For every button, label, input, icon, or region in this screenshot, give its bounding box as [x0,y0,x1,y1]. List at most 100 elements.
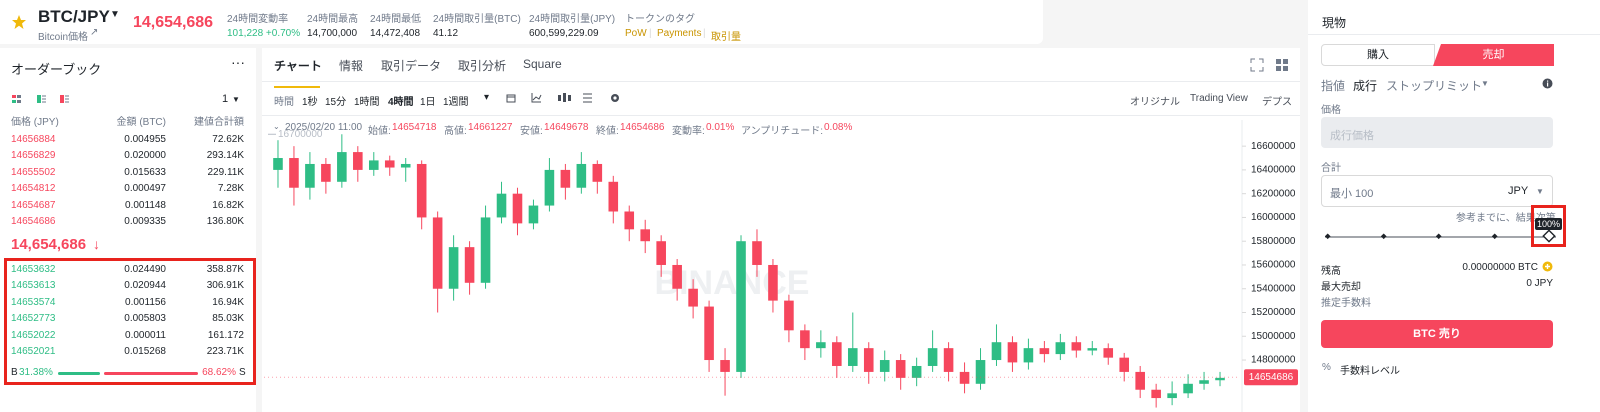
interval[interactable]: 1週間 [443,97,469,108]
candle-body [480,217,491,283]
tag[interactable]: PoW [625,28,647,39]
order-type[interactable]: 成行 [1353,79,1378,93]
interval-more[interactable]: ▾ [484,92,490,103]
precision-select[interactable]: 1 [222,93,229,105]
chart-view[interactable]: デプス [1262,97,1292,108]
amount: 0.015268 [124,346,166,357]
chart-tab[interactable]: 取引データ [381,59,442,73]
stat-label: 24時間取引量(JPY) [529,14,616,25]
candle-body [448,247,459,289]
candle-body [544,169,555,206]
balance-label: 残高 [1321,266,1341,277]
interval[interactable]: 1秒 [302,97,318,108]
candle-body [1151,389,1161,399]
precision-caret[interactable]: ▼ [232,95,240,104]
candle-body [416,163,427,218]
currency-caret[interactable]: ▼ [1536,187,1544,196]
pair[interactable]: BTC/JPY [38,7,110,26]
interval[interactable]: 1日 [420,97,436,108]
chart-tab[interactable]: チャート [274,59,322,73]
price[interactable]: 14654812 [11,183,56,195]
candle-body [560,169,571,188]
chart-tab[interactable]: 取引分析 [458,59,507,73]
currency-select[interactable]: JPY [1508,185,1529,197]
chart-view[interactable]: オリジナル [1130,97,1180,108]
sell-tab[interactable]: 売却 [1482,49,1505,61]
candle-body [816,342,826,349]
orderbook: オーダーブック ··· 1 ▼ 価格 (JPY) 金額 (BTC) 建値合計額 … [0,48,256,412]
candle-body [337,152,347,182]
order-type-caret[interactable]: ▼ [1481,79,1489,88]
candle-body [592,163,603,182]
slider[interactable] [1321,228,1561,246]
total-input[interactable] [1321,175,1553,207]
candle-body [847,348,858,366]
candle-body [991,342,1002,361]
candle-body [432,217,443,289]
amount: 0.015633 [124,166,166,178]
candle-body [720,360,730,372]
tag[interactable]: Payments [657,28,702,39]
favorite-star[interactable] [11,14,27,30]
total: 293.14K [206,150,244,162]
last-price-label: 14654686 [1249,372,1294,383]
info-icon[interactable] [1542,78,1553,89]
chart-view[interactable]: Trading View [1190,93,1248,104]
chart-tab[interactable]: 情報 [339,59,364,73]
candle-body [959,371,970,384]
tab-underline [274,86,320,88]
fee-level-link[interactable]: 手数料レベル [1340,366,1400,377]
chart-tab[interactable]: Square [523,57,562,71]
deposit-icon[interactable] [1542,261,1553,272]
interval[interactable]: 15分 [325,97,347,108]
tag[interactable]: 取引量 [711,32,741,43]
candle-body [353,152,363,170]
submit-button[interactable]: BTC 売り [1321,320,1553,348]
sell-ratio: 68.62% [202,367,236,378]
last-price: 14,654,686 [11,236,87,253]
layout-toggles[interactable] [11,94,81,106]
more-menu[interactable]: ··· [231,54,245,70]
price[interactable]: 14652021 [11,346,56,357]
price[interactable]: 14652022 [11,329,56,341]
candle-body [1215,377,1225,381]
amount: 0.000011 [125,329,166,341]
order-type[interactable]: 指値 [1321,79,1346,93]
amount: 0.001148 [125,199,166,211]
buy-tab[interactable]: 購入 [1321,44,1435,66]
interval: 時間 [274,97,294,108]
ohlc-label: 変動率: [672,126,705,137]
link-icon: ↗ [90,27,99,38]
candle-body [368,160,379,170]
tag-separator: | [649,28,652,39]
candle-body [1167,393,1177,399]
candle-body [273,158,283,170]
price[interactable]: 14653613 [11,280,56,292]
header-price: 14,654,686 [133,14,214,31]
total: 161.172 [207,329,244,341]
panel-icons[interactable] [1250,58,1290,72]
interval[interactable]: 1時間 [354,97,380,108]
price[interactable]: 14655502 [11,166,56,178]
slider-tooltip: 100% [1535,218,1563,230]
price[interactable]: 14653574 [11,296,56,308]
price[interactable]: 14652773 [11,313,56,325]
y-tick-label: 16600000 [1251,141,1296,152]
price[interactable]: 14654687 [11,199,56,211]
candle-body [1055,342,1066,355]
candle-body [464,247,475,283]
price[interactable]: 14654686 [11,216,56,227]
pair-dropdown[interactable]: ▼ [110,9,120,20]
total: 16.82K [212,199,244,211]
price[interactable]: 14656884 [11,134,56,145]
pair-subtitle[interactable]: Bitcoin価格 [38,32,89,43]
price[interactable]: 14656829 [11,150,56,162]
total: 306.91K [206,280,244,292]
interval[interactable]: 4時間 [388,97,414,108]
chart-tools[interactable] [506,92,621,104]
price[interactable]: 14653632 [11,264,56,275]
total: 85.03K [212,313,244,325]
ohlc-value: 14654686 [620,122,665,133]
order-type[interactable]: ストップリミット [1386,79,1483,93]
ohlc-value: 14654718 [392,122,437,133]
